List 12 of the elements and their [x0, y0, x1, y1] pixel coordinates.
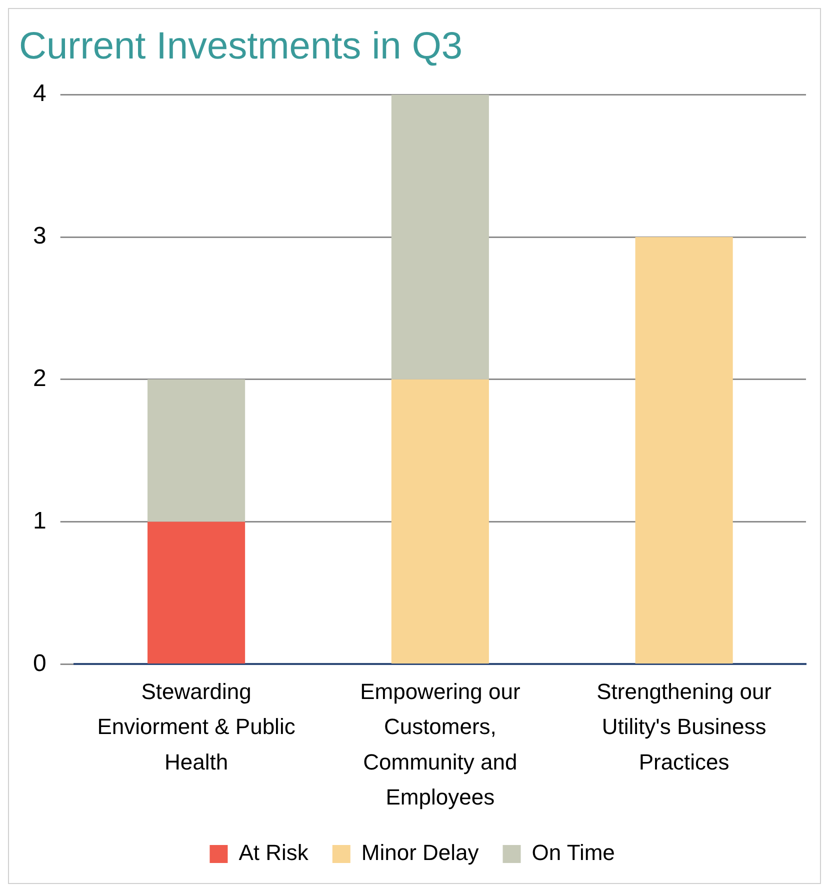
y-tick-label: 2	[32, 365, 46, 392]
legend-label: On Time	[532, 840, 615, 866]
x-tick-label: Stewarding Enviorment & Public Health	[97, 678, 296, 774]
legend-label: At Risk	[238, 840, 310, 866]
y-tick-label: 1	[32, 507, 46, 534]
chart-title: Current Investments in Q3	[19, 25, 463, 68]
x-tick-label: Strengthening our Utility's Business Practices	[596, 678, 772, 774]
y-tick-label: 3	[32, 222, 46, 250]
y-tick-label: 4	[32, 80, 46, 108]
x-tick-label: Empowering our Customers, Community and Employees	[360, 678, 520, 810]
legend-label: Minor Delay	[361, 840, 479, 866]
y-tick-label: 0	[32, 650, 46, 677]
